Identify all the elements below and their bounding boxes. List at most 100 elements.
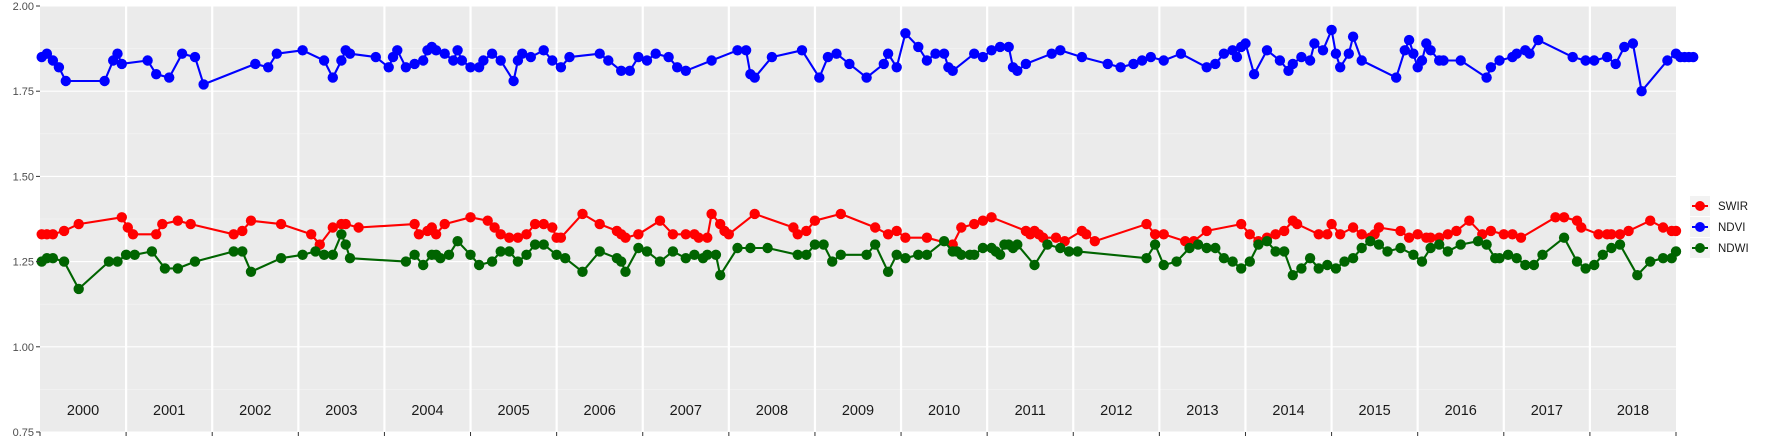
data-point-ndwi xyxy=(1425,242,1436,254)
data-point-ndvi xyxy=(1128,58,1139,70)
data-point-swir xyxy=(723,229,734,240)
data-point-ndvi xyxy=(465,62,476,73)
year-label: 2006 xyxy=(584,403,616,419)
data-point-ndwi xyxy=(237,246,248,257)
data-point-ndvi xyxy=(641,55,653,66)
data-point-ndwi xyxy=(1244,256,1256,267)
data-point-ndvi xyxy=(547,55,558,66)
data-point-swir xyxy=(1670,225,1682,237)
data-point-ndvi xyxy=(1218,48,1230,59)
data-point-swir xyxy=(1558,212,1570,223)
data-point-ndwi xyxy=(577,266,588,277)
data-point-swir xyxy=(409,218,420,230)
data-point-swir xyxy=(430,229,442,240)
year-label: 2011 xyxy=(1015,403,1046,419)
data-point-swir xyxy=(1335,229,1346,240)
data-point-ndwi xyxy=(146,246,158,257)
legend-label: NDWI xyxy=(1718,243,1749,255)
data-point-swir xyxy=(1412,229,1423,240)
data-point-ndwi xyxy=(1373,239,1385,250)
data-point-swir xyxy=(172,215,183,226)
data-point-ndvi xyxy=(1627,38,1639,49)
data-point-ndvi xyxy=(1261,45,1273,56)
data-point-ndvi xyxy=(116,58,128,70)
data-point-swir xyxy=(1270,229,1281,240)
data-point-ndvi xyxy=(1055,45,1066,56)
data-point-ndwi xyxy=(529,239,541,250)
data-point-ndwi xyxy=(1171,256,1182,267)
data-point-ndwi xyxy=(1528,259,1540,271)
y-tick-label: 1.50 xyxy=(13,171,34,183)
data-point-ndvi xyxy=(1524,48,1535,59)
data-point-swir xyxy=(157,218,168,230)
data-point-ndvi xyxy=(538,45,549,56)
data-point-ndwi xyxy=(1657,253,1669,264)
data-point-ndwi xyxy=(409,249,420,260)
data-point-ndvi xyxy=(930,48,941,59)
data-point-ndvi xyxy=(1455,55,1466,66)
data-point-ndwi xyxy=(745,242,756,254)
data-point-swir xyxy=(73,218,84,230)
year-label: 2013 xyxy=(1186,403,1218,419)
data-point-swir xyxy=(891,225,902,237)
data-point-ndwi xyxy=(818,239,829,250)
data-point-ndvi xyxy=(796,45,808,56)
data-point-ndwi xyxy=(1606,242,1617,254)
data-point-swir xyxy=(116,212,128,223)
data-point-swir xyxy=(1236,218,1247,230)
data-point-swir xyxy=(1657,222,1669,233)
data-point-swir xyxy=(512,232,524,243)
data-point-ndvi xyxy=(814,72,825,83)
data-point-ndvi xyxy=(680,65,691,77)
data-point-ndvi xyxy=(663,51,674,63)
data-point-swir xyxy=(1356,229,1367,240)
data-point-ndwi xyxy=(680,253,691,264)
data-point-swir xyxy=(693,232,704,243)
data-point-swir xyxy=(1550,212,1561,223)
data-point-ndwi xyxy=(340,239,351,250)
data-point-ndwi xyxy=(710,249,722,260)
year-label: 2012 xyxy=(1100,403,1132,419)
data-point-ndwi xyxy=(1408,249,1419,260)
data-point-swir xyxy=(1291,218,1303,230)
data-point-ndvi xyxy=(1296,51,1307,63)
data-point-ndwi xyxy=(1365,236,1376,247)
data-point-swir xyxy=(1507,229,1518,240)
data-point-ndvi xyxy=(41,48,53,59)
data-point-ndvi xyxy=(517,48,528,59)
data-point-ndwi xyxy=(702,249,713,260)
data-point-ndwi xyxy=(1589,259,1600,271)
data-point-ndvi xyxy=(1416,55,1428,66)
year-labels: 2000 2001 2002 2003 2004 2005 2006 2007 2008 2009… xyxy=(67,403,1649,419)
data-point-ndvi xyxy=(383,62,394,73)
series-ndwi xyxy=(36,229,1682,295)
data-point-ndwi xyxy=(1158,259,1169,271)
data-point-ndwi xyxy=(1571,256,1583,267)
data-point-ndvi xyxy=(1511,48,1522,59)
year-label: 2010 xyxy=(928,403,960,419)
data-point-ndwi xyxy=(835,249,846,260)
data-point-swir xyxy=(986,212,997,223)
data-point-ndwi xyxy=(1287,270,1299,281)
y-tick-label: 2.00 xyxy=(13,1,34,13)
data-point-ndvi xyxy=(1494,55,1505,66)
data-point-swir xyxy=(1403,232,1415,243)
data-point-ndvi xyxy=(318,55,330,66)
data-point-ndwi xyxy=(1645,256,1656,267)
data-point-ndwi xyxy=(977,242,989,254)
data-point-ndvi xyxy=(1589,55,1600,66)
data-point-ndvi xyxy=(112,48,123,59)
data-point-ndvi xyxy=(1012,65,1023,77)
data-point-swir xyxy=(809,215,821,226)
data-point-swir xyxy=(529,218,541,230)
data-point-swir xyxy=(1451,225,1462,237)
data-point-ndwi xyxy=(641,246,653,257)
data-point-swir xyxy=(667,229,679,240)
y-tick-label: 1.75 xyxy=(13,86,34,98)
data-point-swir xyxy=(489,222,500,233)
data-point-swir xyxy=(706,208,717,220)
data-point-ndvi xyxy=(1425,45,1436,56)
data-point-ndwi xyxy=(762,242,773,254)
year-label: 2017 xyxy=(1531,403,1563,419)
